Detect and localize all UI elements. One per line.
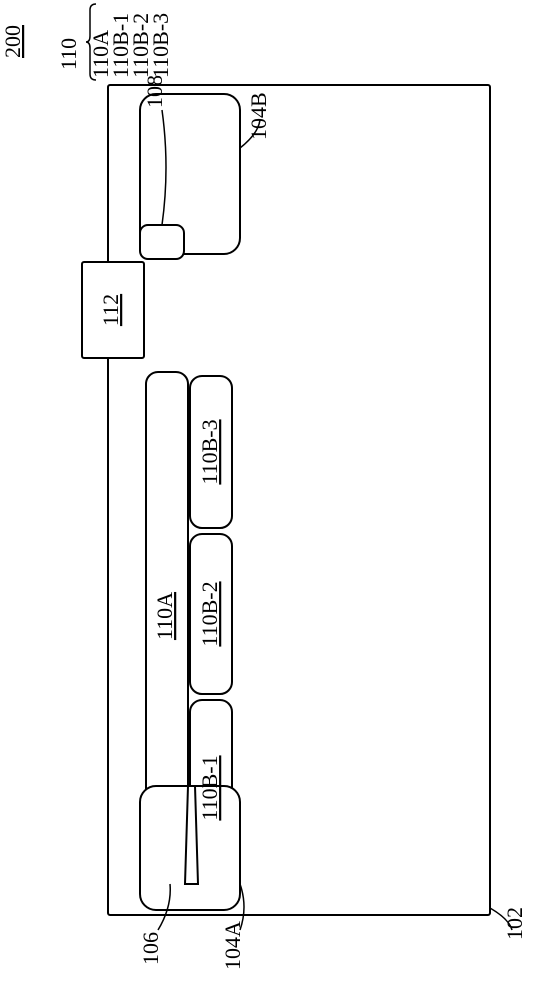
label-110B-1: 110B-1 <box>197 755 222 820</box>
slot-104A <box>185 786 198 884</box>
legend-110B-3: 110B-3 <box>148 13 173 78</box>
block-108 <box>140 225 184 259</box>
legend-110: 110 <box>56 38 81 70</box>
figure-id: 200 <box>0 25 25 58</box>
label-108: 108 <box>142 75 167 108</box>
label-112: 112 <box>98 294 123 326</box>
label-110B-2: 110B-2 <box>197 581 222 646</box>
label-106: 106 <box>138 932 163 965</box>
label-104A: 104A <box>220 921 245 970</box>
label-110B-3: 110B-3 <box>197 419 222 484</box>
label-102: 102 <box>502 907 527 940</box>
label-110A: 110A <box>152 592 177 640</box>
label-104B: 104B <box>246 92 271 140</box>
diagram-canvas: 110A 110B-3 110B-2 110B-1 112 102 104A 1… <box>0 0 538 1000</box>
